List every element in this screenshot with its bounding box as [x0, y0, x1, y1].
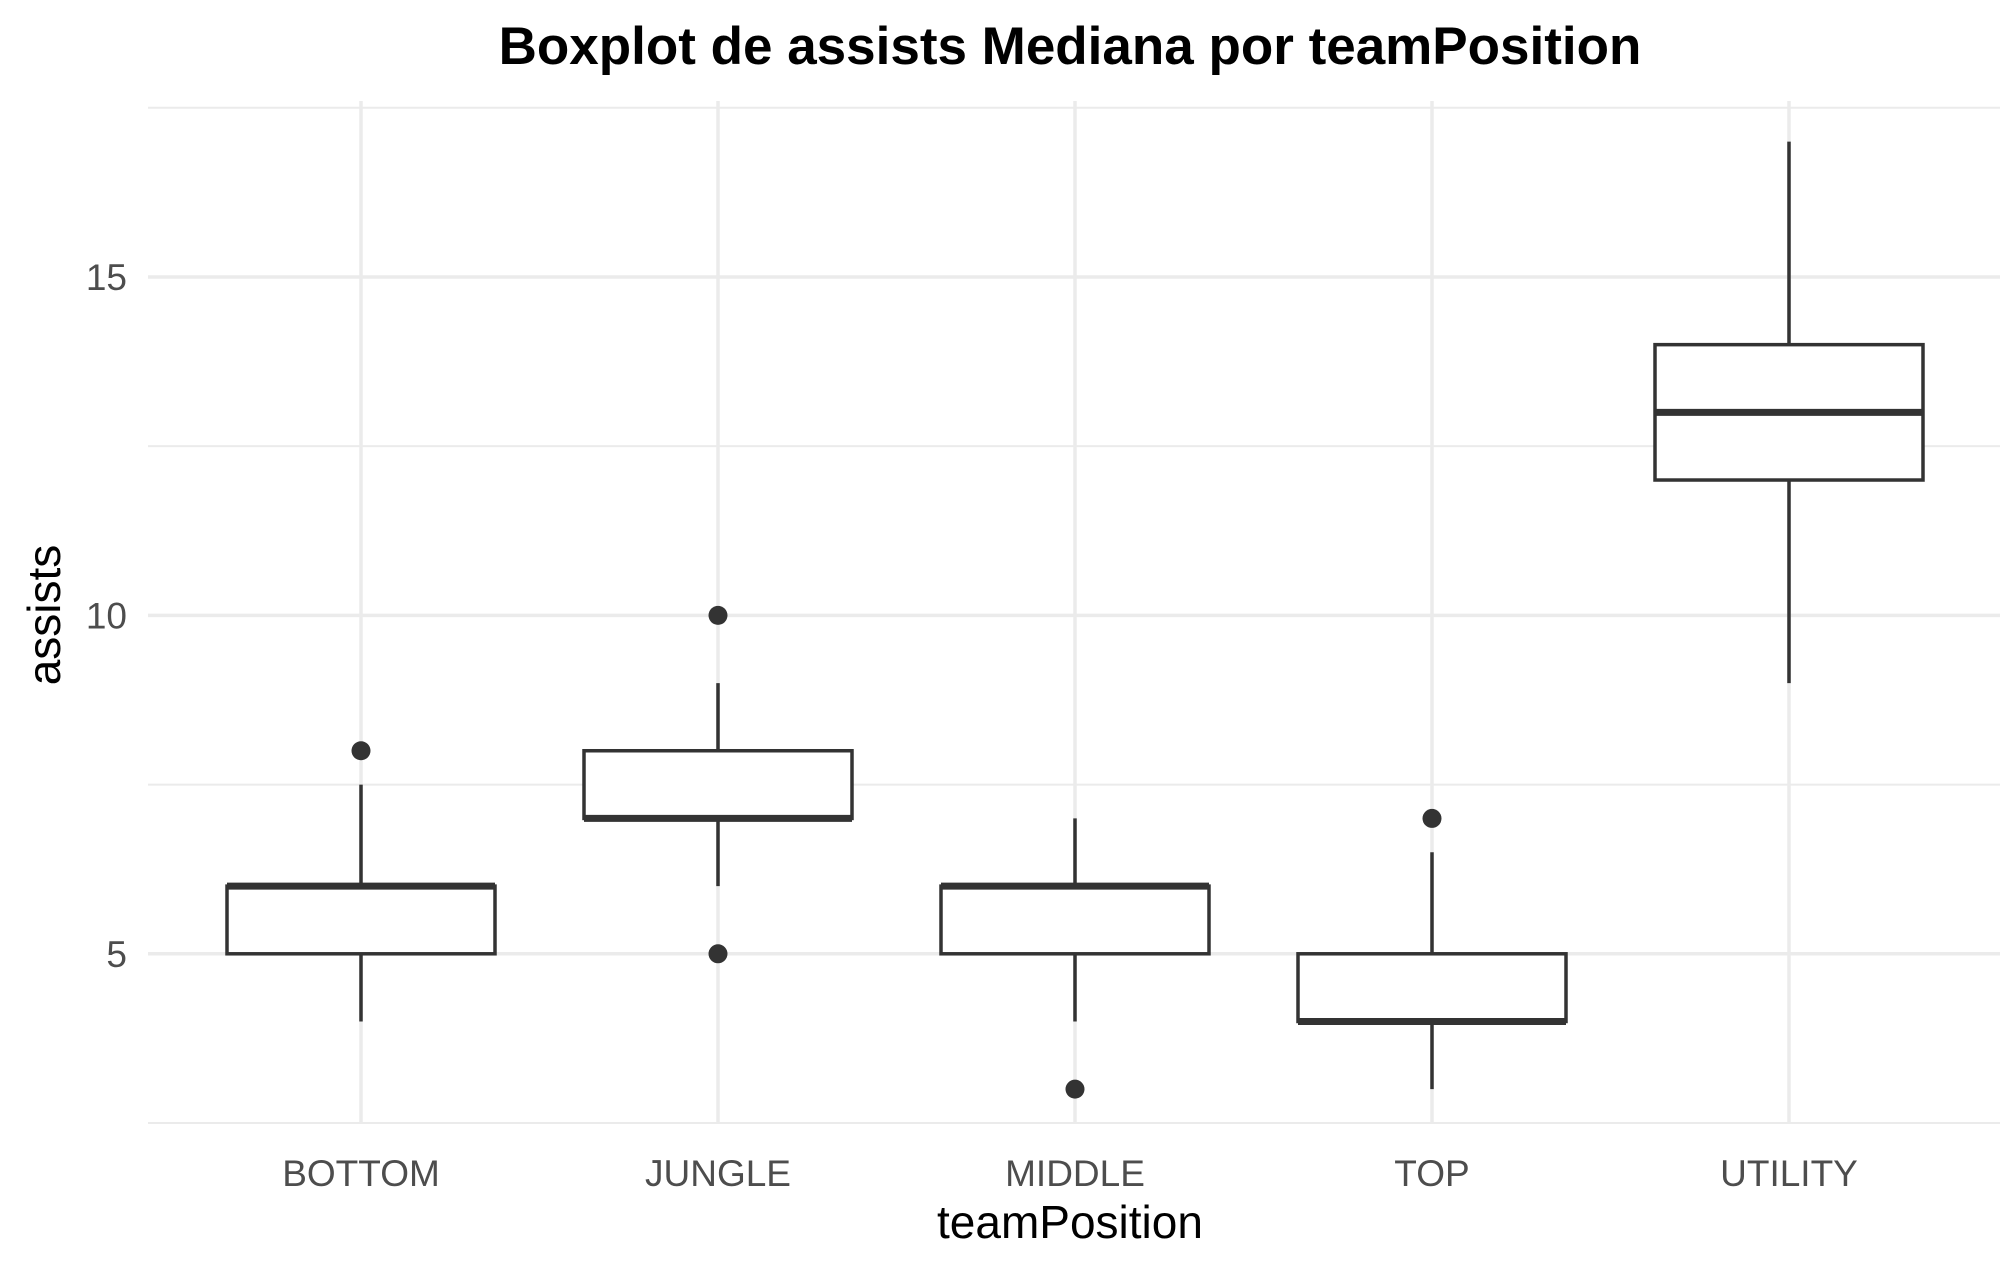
y-axis-ticks: 5 10 15 — [86, 257, 127, 975]
chart-title: Boxplot de assists Mediana por teamPosit… — [499, 17, 1642, 76]
x-tick-label: JUNGLE — [645, 1153, 791, 1194]
y-axis-title: assists — [18, 545, 70, 686]
outlier-point — [708, 944, 728, 964]
box-utility — [1653, 141, 1925, 684]
box-bottom — [225, 741, 497, 1022]
x-tick-label: MIDDLE — [1005, 1153, 1145, 1194]
box-iqr — [939, 884, 1211, 956]
x-tick-label: TOP — [1394, 1153, 1469, 1194]
outlier-point — [1422, 808, 1442, 828]
y-tick-label: 10 — [86, 595, 127, 636]
y-tick-label: 5 — [106, 934, 127, 975]
x-tick-label: UTILITY — [1720, 1153, 1858, 1194]
box-iqr — [225, 884, 497, 956]
x-tick-label: BOTTOM — [282, 1153, 440, 1194]
y-tick-label: 15 — [86, 257, 127, 298]
x-axis-ticks: BOTTOM JUNGLE MIDDLE TOP UTILITY — [282, 1153, 1858, 1194]
box-iqr — [582, 748, 854, 821]
box-middle — [939, 818, 1211, 1099]
boxes-group — [225, 141, 1925, 1099]
box-iqr — [1296, 952, 1568, 1024]
box-top — [1296, 808, 1568, 1090]
box-jungle — [582, 605, 854, 964]
x-axis-title: teamPosition — [937, 1196, 1203, 1248]
outlier-point — [351, 741, 371, 761]
outlier-point — [708, 605, 728, 625]
outlier-point — [1065, 1079, 1085, 1099]
